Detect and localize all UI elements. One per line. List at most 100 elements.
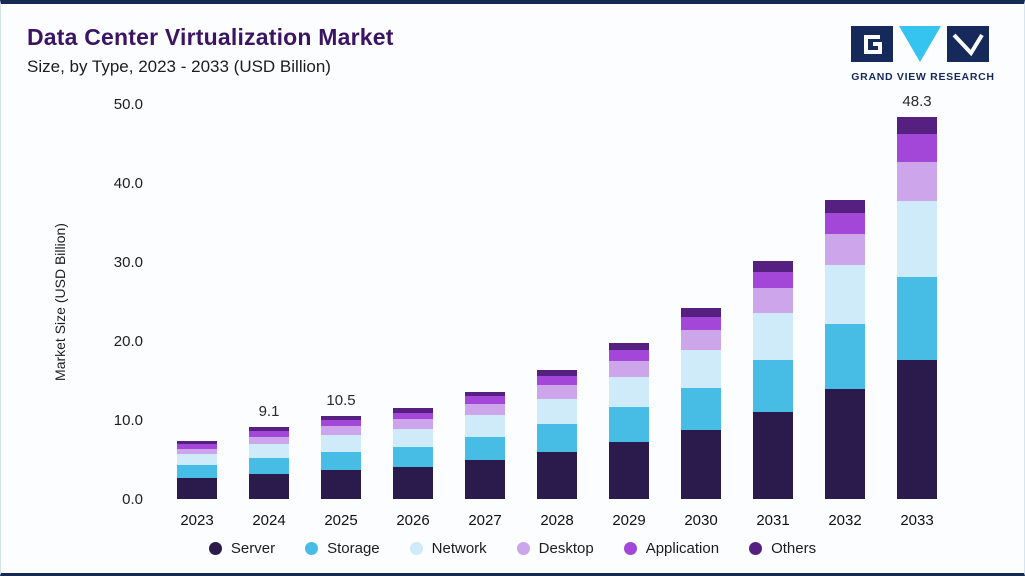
segment-server-2027 [465, 460, 505, 499]
segment-server-2025 [321, 469, 361, 499]
segment-others-2026 [393, 408, 433, 413]
segment-application-2031 [753, 271, 793, 289]
legend-item-desktop: Desktop [516, 540, 594, 557]
bar-2025: 10.5 2025 [321, 104, 361, 529]
segment-storage-2026 [393, 446, 433, 467]
legend-item-others: Others [749, 540, 816, 557]
segment-others-2028 [537, 370, 577, 376]
segment-desktop-2024 [249, 436, 289, 444]
y-tick-50.0: 50.0 [113, 96, 143, 113]
bar-2033: 48.3 2033 [897, 93, 937, 529]
bar-2027: 2027 [465, 104, 505, 529]
segment-application-2027 [465, 396, 505, 405]
segment-others-2025 [321, 416, 361, 421]
y-axis-title: Market Size (USD Billion) [52, 222, 68, 381]
segment-application-2025 [321, 420, 361, 427]
bar-2028: 2028 [537, 104, 577, 529]
segment-storage-2032 [825, 324, 865, 390]
bar-2023: 2023 [177, 104, 217, 529]
y-tick-30.0: 30.0 [113, 254, 143, 271]
bar-2032: 2032 [825, 104, 865, 529]
segment-desktop-2033 [897, 161, 937, 202]
bar-2029: 2029 [609, 104, 649, 529]
segment-server-2033 [897, 360, 937, 499]
x-tick-2028: 2028 [540, 512, 574, 529]
segment-desktop-2027 [465, 404, 505, 416]
legend-dot-icon [409, 542, 423, 555]
legend-label: Server [230, 540, 276, 557]
x-tick-2023: 2023 [180, 512, 214, 529]
y-tick-0.0: 0.0 [122, 491, 143, 508]
segment-server-2032 [825, 389, 865, 499]
legend-item-application: Application [623, 540, 720, 557]
bar-2030: 2030 [681, 104, 721, 529]
x-tick-2027: 2027 [468, 512, 502, 529]
legend-label: Desktop [538, 540, 594, 557]
x-tick-2029: 2029 [612, 512, 646, 529]
legend-label: Others [771, 540, 817, 557]
segment-application-2026 [393, 412, 433, 420]
segment-application-2023 [177, 443, 217, 449]
x-tick-2033: 2033 [900, 512, 934, 529]
segment-storage-2024 [249, 457, 289, 474]
legend-item-network: Network [409, 540, 487, 557]
legend-item-storage: Storage [305, 540, 380, 557]
page-title: Data Center Virtualization Market [27, 24, 394, 50]
segment-network-2023 [177, 454, 217, 466]
segment-storage-2033 [897, 277, 937, 360]
legend: Server Storage Network Desktop Application Ot… [1, 540, 1024, 557]
legend-dot-icon [208, 542, 222, 555]
segment-server-2029 [609, 442, 649, 499]
segment-application-2028 [537, 375, 577, 386]
segment-network-2033 [897, 201, 937, 277]
segment-desktop-2030 [681, 329, 721, 350]
segment-network-2028 [537, 398, 577, 425]
y-tick-10.0: 10.0 [113, 412, 143, 429]
segment-application-2024 [249, 431, 289, 437]
segment-others-2031 [753, 261, 793, 272]
segment-server-2028 [537, 452, 577, 499]
bar-2026: 2026 [393, 104, 433, 529]
segment-network-2030 [681, 349, 721, 388]
segment-desktop-2029 [609, 360, 649, 377]
segment-desktop-2026 [393, 419, 433, 429]
segment-others-2027 [465, 391, 505, 397]
y-axis: 0.0 10.0 20.0 30.0 40.0 50.0 [83, 96, 143, 508]
legend-dot-icon [516, 542, 530, 555]
x-tick-2026: 2026 [396, 512, 430, 529]
segment-others-2029 [609, 342, 649, 350]
bar-2024: 9.1 2024 [249, 104, 289, 529]
segment-others-2023 [177, 440, 217, 444]
segment-others-2032 [825, 200, 865, 214]
segment-desktop-2032 [825, 234, 865, 266]
segment-network-2027 [465, 415, 505, 437]
total-label-2025: 10.5 [326, 392, 356, 410]
segment-desktop-2031 [753, 288, 793, 313]
segment-server-2023 [177, 477, 217, 499]
segment-application-2029 [609, 349, 649, 361]
logo-mark-icon [851, 26, 989, 62]
legend-dot-icon [623, 542, 637, 555]
segment-server-2031 [753, 412, 793, 499]
legend-label: Storage [327, 540, 380, 557]
plot-area: 2023 9.1 2024 10.5 2025 2026 2027 2028 2029 2030 2… [151, 93, 996, 529]
segment-network-2026 [393, 428, 433, 447]
segment-server-2030 [681, 429, 721, 499]
page-subtitle: Size, by Type, 2023 - 2033 (USD Billion) [27, 57, 331, 76]
segment-application-2030 [681, 316, 721, 330]
total-label-2024: 9.1 [258, 403, 280, 421]
segment-others-2030 [681, 307, 721, 317]
segment-desktop-2023 [177, 448, 217, 455]
segment-desktop-2025 [321, 426, 361, 436]
x-tick-2030: 2030 [684, 512, 718, 529]
segment-network-2025 [321, 435, 361, 452]
y-tick-20.0: 20.0 [113, 333, 143, 350]
segment-others-2024 [249, 427, 289, 432]
bar-2031: 2031 [753, 104, 793, 529]
segment-desktop-2028 [537, 385, 577, 399]
segment-application-2032 [825, 213, 865, 235]
segment-storage-2029 [609, 407, 649, 443]
legend-label: Application [645, 540, 720, 557]
segment-others-2033 [897, 117, 937, 135]
